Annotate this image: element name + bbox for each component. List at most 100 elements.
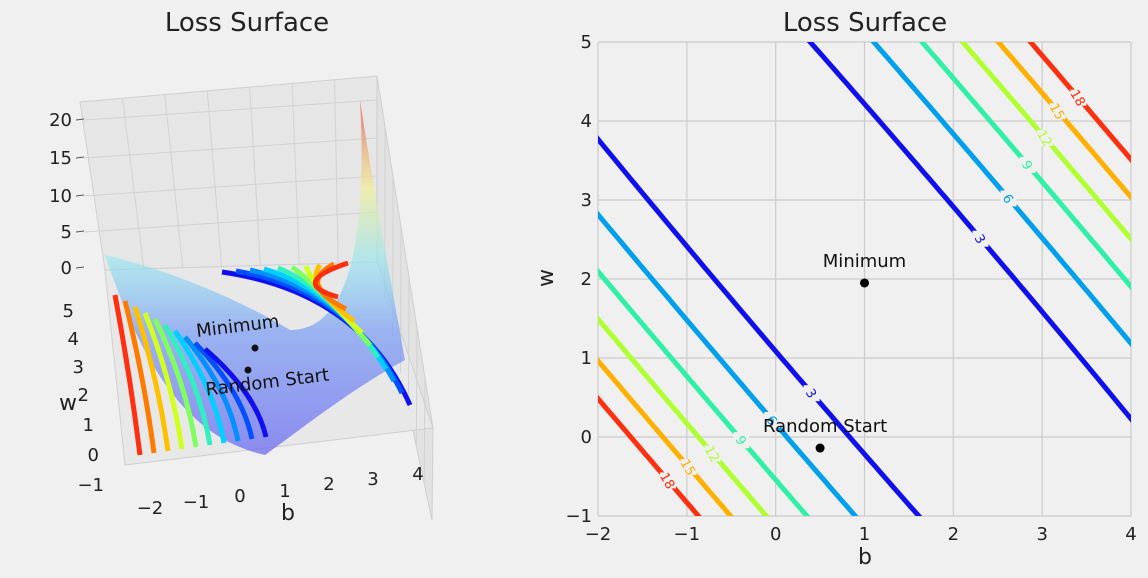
contour-label-bg (659, 472, 676, 489)
surface-random-start-point (244, 366, 252, 374)
contour-label-bg (1019, 156, 1036, 173)
w-tick-label: 2 (78, 385, 89, 406)
z-tick-label: 20 (49, 110, 72, 131)
w-tick-label: 4 (68, 329, 79, 350)
y-tick-label: 4 (581, 111, 592, 132)
y-tick-label: 5 (581, 32, 592, 53)
z-tick-label: 5 (61, 222, 72, 243)
contour-level-6 (598, 210, 859, 516)
y-tick-label: −1 (565, 506, 592, 527)
contour-label: 12 (1033, 128, 1054, 150)
b-tick-label: 0 (234, 486, 245, 507)
b-tick-label: 4 (412, 464, 423, 485)
x-tick-label: 3 (1036, 524, 1047, 545)
contour-level-6 (870, 42, 1131, 348)
surface-ylabel: w (59, 391, 77, 416)
surface-title: Loss Surface (165, 8, 329, 38)
z-tick-label: 10 (49, 186, 72, 207)
w-tick-label: 5 (63, 301, 74, 322)
contour-label: 18 (656, 470, 677, 492)
surface-contour (313, 260, 349, 300)
z-tick (75, 118, 85, 121)
contour-level-12 (959, 42, 1131, 243)
contour-label-bg (1049, 103, 1066, 120)
contour-label-bg (1000, 190, 1017, 207)
b-tick-label: 2 (323, 474, 334, 495)
surface-contour-lines (112, 260, 413, 456)
b-tick-label: 3 (367, 469, 378, 490)
surface-back-wall (79, 75, 378, 271)
z-tick (75, 156, 85, 159)
surface-contour (132, 306, 171, 452)
surface-contour (172, 329, 227, 444)
contour-level-9 (598, 267, 811, 516)
contour-label-bg (680, 459, 697, 476)
contour-label-bg (1037, 129, 1054, 146)
contour-label: 12 (701, 443, 722, 465)
b-tick-label: 1 (279, 481, 290, 502)
contour-label: 15 (677, 457, 698, 479)
y-tick-label: 0 (581, 427, 592, 448)
surface-xlabel: b (281, 501, 295, 526)
surface-contour (183, 335, 241, 442)
contour-points: Minimum Random Start (763, 251, 906, 453)
contour-point-label: Minimum (823, 251, 906, 272)
w-tick-label: 3 (73, 357, 84, 378)
z-axis-ticks: 0 5 10 15 20 (49, 110, 85, 279)
surface-contour (203, 347, 269, 438)
contour-label: 15 (1046, 101, 1067, 123)
contour-ylabel: w (534, 269, 559, 287)
contour-point (815, 443, 825, 453)
contour-level-15 (995, 42, 1131, 201)
contour-level-18 (598, 394, 702, 516)
contour-label-bg (764, 412, 781, 429)
contour-point-label: Random Start (763, 416, 887, 437)
surface-panel: Loss Surface 0 5 10 15 20 −1 0 1 2 3 4 5 −2 −1 0 1 2 3 4… (49, 8, 434, 526)
z-tick (75, 230, 85, 233)
contour-label-bg (733, 432, 750, 449)
surface-contour (112, 294, 143, 456)
contour-x-ticks: −2 −1 0 1 2 3 4 (585, 524, 1137, 545)
b-tick-label: −1 (183, 492, 210, 513)
b-axis-ticks: −2 −1 0 1 2 3 4 (137, 464, 424, 519)
loss-surface (105, 100, 405, 455)
y-tick-label: 3 (581, 190, 592, 211)
surface-contour (152, 317, 199, 448)
x-tick-label: 1 (859, 524, 870, 545)
surface-contour (193, 341, 255, 440)
surface-contour (122, 300, 157, 454)
w-tick-label: 0 (88, 445, 99, 466)
z-tick-label: 15 (49, 148, 72, 169)
x-tick-label: 4 (1125, 524, 1136, 545)
b-tick-label: −2 (137, 498, 164, 519)
surface-contour (162, 323, 213, 446)
contour-grid (597, 41, 1132, 517)
contour-label-bg (803, 385, 820, 402)
x-tick-label: 0 (770, 524, 781, 545)
surface-minimum-point (251, 344, 259, 352)
contour-level-9 (918, 42, 1131, 291)
contour-label-bg (704, 445, 721, 462)
contour-label: 18 (1066, 88, 1087, 110)
contour-title: Loss Surface (783, 8, 947, 38)
z-tick (75, 194, 85, 197)
x-tick-label: −1 (674, 524, 701, 545)
surface-contour (142, 312, 185, 450)
z-tick-label: 0 (61, 258, 72, 279)
y-tick-label: 2 (581, 269, 592, 290)
z-tick (75, 266, 85, 269)
y-tick-label: 1 (581, 348, 592, 369)
contour-label-bg (1070, 89, 1087, 106)
contour-label-bg (972, 230, 989, 247)
contour-level-15 (598, 357, 734, 516)
contour-level-3 (598, 135, 923, 516)
w-axis-ticks: −1 0 1 2 3 4 5 (63, 301, 104, 496)
x-tick-label: −2 (585, 524, 612, 545)
x-tick-label: 2 (948, 524, 959, 545)
contour-level-3 (806, 42, 1131, 423)
contour-y-ticks: −1 0 1 2 3 4 5 (565, 32, 592, 527)
w-tick-label: −1 (77, 475, 104, 496)
